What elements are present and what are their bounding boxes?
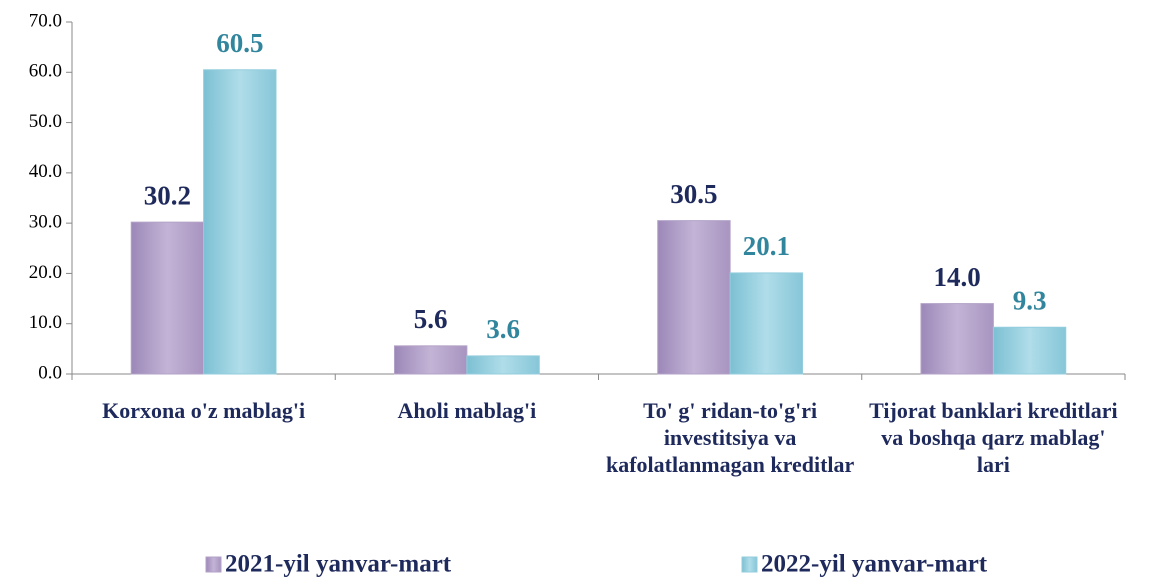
y-tick-label: 70.0 (29, 10, 62, 31)
legend-swatch (205, 556, 222, 573)
y-tick-label: 40.0 (29, 161, 62, 182)
bar (203, 69, 277, 375)
y-tick-label: 30.0 (29, 212, 62, 233)
bar (729, 272, 804, 375)
bar (992, 326, 1067, 375)
x-tick-label: Aholi mablag'i (397, 398, 537, 423)
x-tick-label: Tijorat banklari kreditlari va boshqa qa… (869, 398, 1118, 477)
y-tick-label: 20.0 (29, 262, 62, 283)
legend-label: 2021-yil yanvar-mart (225, 551, 452, 578)
value-label: 14.0 (934, 262, 981, 292)
bar (657, 220, 731, 375)
x-tick-label: Korxona o'z mablag'i (102, 398, 306, 423)
value-label: 20.1 (743, 231, 790, 261)
value-label: 30.5 (670, 179, 717, 209)
value-label: 60.5 (216, 28, 263, 58)
value-label: 9.3 (1013, 285, 1047, 315)
value-label: 5.6 (414, 304, 448, 334)
bar (130, 221, 205, 375)
y-tick-label: 10.0 (29, 312, 62, 333)
y-tick-label: 60.0 (29, 61, 62, 82)
bar (920, 303, 994, 375)
legend-swatch (741, 556, 758, 573)
bar (393, 345, 468, 375)
legend-label: 2022-yil yanvar-mart (761, 551, 988, 578)
y-tick-label: 50.0 (29, 111, 62, 132)
value-label: 3.6 (486, 314, 520, 344)
x-tick-label: To' g' ridan-to'g'ri investitsiya va kaf… (605, 398, 855, 477)
value-label: 30.2 (144, 180, 191, 210)
y-tick-label: 0.0 (38, 362, 62, 383)
bar (466, 355, 540, 375)
